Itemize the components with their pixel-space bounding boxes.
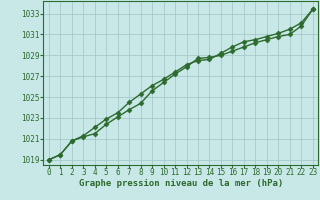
- X-axis label: Graphe pression niveau de la mer (hPa): Graphe pression niveau de la mer (hPa): [79, 179, 283, 188]
